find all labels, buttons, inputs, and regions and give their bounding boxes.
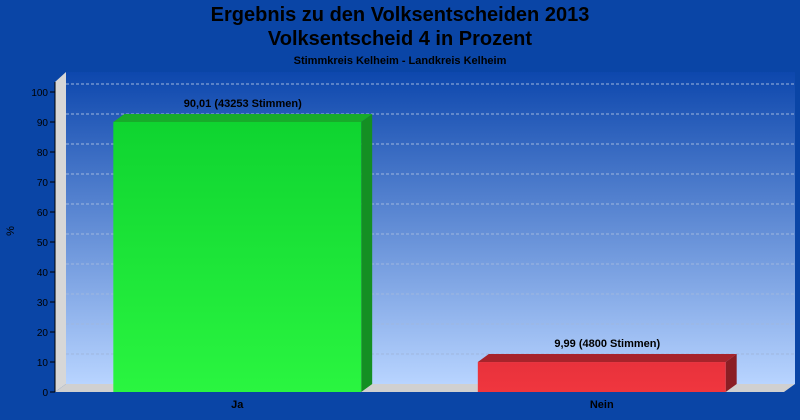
y-tick-label: 70	[37, 178, 49, 189]
y-tick-label: 0	[42, 388, 48, 399]
y-tick-label: 50	[37, 238, 49, 249]
x-tick-label-nein: Nein	[590, 399, 614, 411]
plot-side-wall	[55, 72, 66, 392]
bar-nein	[477, 362, 726, 392]
y-tick-label: 60	[37, 208, 49, 219]
y-tick-label: 10	[37, 358, 49, 369]
data-label-nein: 9,99 (4800 Stimmen)	[554, 338, 660, 350]
y-tick-label: 80	[37, 148, 49, 159]
y-tick-label: 40	[37, 268, 49, 279]
y-axis-label: %	[4, 226, 17, 236]
bar-top-ja	[113, 113, 373, 122]
y-axis: 0 10 20 30 40 50 60 70 80 90 100	[31, 82, 56, 399]
y-tick-label: 100	[31, 88, 48, 99]
chart-title-2: Volksentscheid 4 in Prozent	[267, 28, 533, 50]
bar-ja	[113, 121, 362, 392]
bar-side-nein	[725, 354, 737, 392]
bar-top-nein	[477, 354, 737, 363]
bars: 90,01 (43253 Stimmen) 9,99 (4800 Stimmen)	[113, 98, 737, 392]
y-tick-label: 20	[37, 328, 49, 339]
bar-side-ja	[361, 113, 373, 392]
x-tick-label-ja: Ja	[231, 399, 244, 411]
y-tick-label: 90	[37, 118, 49, 129]
y-tick-label: 30	[37, 298, 49, 309]
chart-subtitle: Stimmkreis Kelheim - Landkreis Kelheim	[293, 55, 507, 67]
x-axis: Ja Nein	[231, 399, 614, 411]
chart-title: Ergebnis zu den Volksentscheiden 2013	[210, 4, 590, 26]
data-label-ja: 90,01 (43253 Stimmen)	[184, 98, 302, 110]
